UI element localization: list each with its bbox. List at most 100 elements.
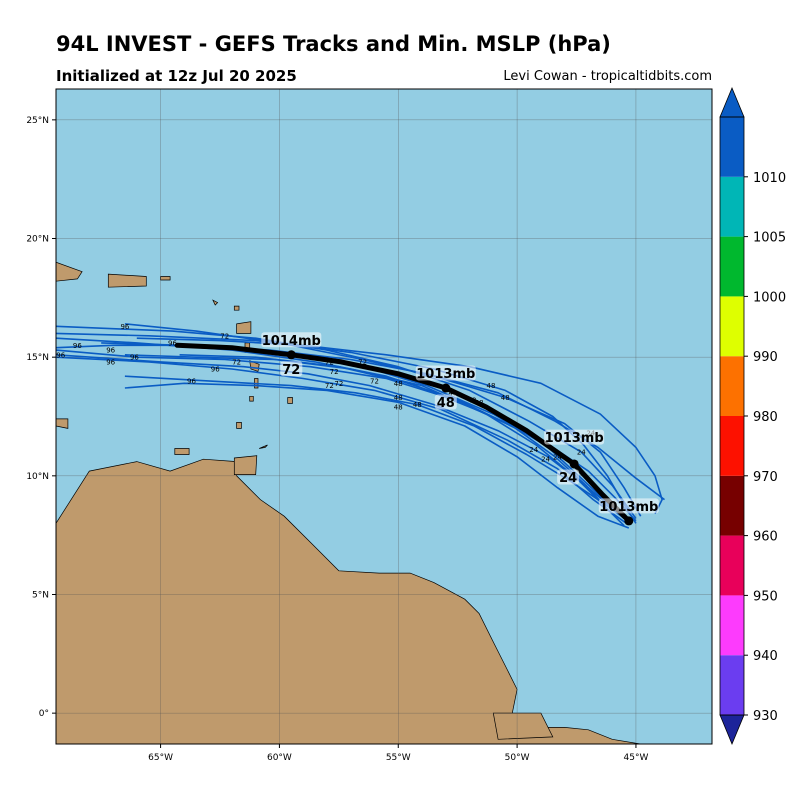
member-hour-label: 96 bbox=[106, 358, 115, 366]
member-hour-label: 72 bbox=[232, 358, 241, 366]
colorbar-segment bbox=[720, 655, 744, 715]
member-track-9 bbox=[56, 332, 637, 524]
hour-label-box bbox=[280, 361, 303, 377]
land-margarita bbox=[174, 448, 190, 455]
land-barbados bbox=[287, 397, 293, 404]
member-hour-label: 72 bbox=[358, 358, 367, 366]
colorbar-tick-label: 990 bbox=[753, 350, 778, 365]
pressure-colorbar: 930 940 950 960 970 980 990 1000 1005 1010 bbox=[719, 86, 786, 746]
init-time: Initialized at 12z Jul 20 2025 bbox=[56, 67, 297, 85]
mean-pressure-label: 1013mb bbox=[416, 367, 475, 382]
pressure-label-box bbox=[598, 498, 659, 514]
colorbar-segment bbox=[720, 356, 744, 416]
land-hispaniola bbox=[56, 261, 83, 282]
member-track-11 bbox=[124, 382, 630, 529]
lon-tick-label: 50°W bbox=[505, 753, 530, 763]
colorbar-under-arrow bbox=[719, 714, 745, 746]
colorbar-tick-label: 960 bbox=[753, 530, 778, 545]
lat-tick-label: 5°N bbox=[32, 590, 49, 600]
mean-pressure-label: 1013mb bbox=[545, 431, 604, 446]
colorbar-segment bbox=[720, 117, 744, 177]
member-hour-label: 72 bbox=[370, 377, 379, 385]
member-track-14 bbox=[124, 354, 613, 515]
member-hour-label: 48 bbox=[501, 394, 510, 402]
member-hour-label: 48 bbox=[394, 404, 403, 412]
hour-label-box bbox=[557, 469, 580, 485]
colorbar-tick-label: 950 bbox=[753, 589, 778, 604]
lon-tick-label: 60°W bbox=[267, 753, 292, 763]
mean-pressure-label: 1013mb bbox=[599, 500, 658, 515]
member-hour-label: 96 bbox=[106, 347, 115, 355]
member-hour-label: 24 bbox=[553, 453, 562, 461]
credit: Levi Cowan - tropicaltidbits.com bbox=[503, 69, 712, 84]
pressure-label-box bbox=[544, 429, 605, 445]
mean-track-marker bbox=[569, 459, 579, 469]
mean-track-marker bbox=[286, 350, 296, 360]
colorbar-tick-label: 970 bbox=[753, 470, 778, 485]
member-hour-label: 96 bbox=[73, 342, 82, 350]
member-track-7 bbox=[124, 375, 632, 524]
colorbar-tick-label: 980 bbox=[753, 410, 778, 425]
mean-hour-label: 24 bbox=[559, 471, 577, 486]
colorbar-tick-label: 1010 bbox=[753, 171, 786, 186]
hour-label-box bbox=[434, 394, 457, 410]
mean-track-marker bbox=[441, 383, 451, 393]
land-guadeloupe bbox=[236, 321, 252, 334]
land-puerto-rico bbox=[107, 273, 147, 288]
member-hour-label: 24 bbox=[529, 446, 538, 454]
lon-tick-label: 45°W bbox=[624, 753, 649, 763]
colorbar-tick-label: 940 bbox=[753, 649, 778, 664]
land-st-vincent bbox=[249, 395, 254, 402]
lon-tick-label: 55°W bbox=[386, 753, 411, 763]
lon-tick-label: 65°W bbox=[148, 753, 173, 763]
colorbar-segment bbox=[720, 475, 744, 536]
member-hour-label: 48 bbox=[394, 394, 403, 402]
member-hour-label: 24 bbox=[577, 449, 586, 457]
member-hour-label: 48 bbox=[413, 401, 422, 409]
pressure-label-box bbox=[261, 332, 322, 348]
land-antigua bbox=[233, 305, 240, 311]
colorbar-tick-label: 930 bbox=[753, 709, 778, 724]
member-hour-label: 48 bbox=[486, 382, 495, 390]
land-st-kitts bbox=[212, 299, 219, 306]
mean-hour-label: 72 bbox=[282, 363, 300, 378]
colorbar-segment bbox=[720, 416, 744, 476]
map-frame bbox=[55, 88, 713, 745]
land-trinidad bbox=[233, 455, 258, 475]
member-hour-label: 72 bbox=[325, 382, 334, 390]
colorbar-segment bbox=[720, 236, 744, 297]
member-hour-label: 48 bbox=[394, 380, 403, 388]
mean-pressure-label: 1014mb bbox=[262, 334, 321, 349]
mean-track-line bbox=[174, 342, 632, 524]
mean-hour-label: 48 bbox=[437, 396, 455, 411]
member-hour-label: 24 bbox=[541, 456, 550, 464]
member-hour-label: 96 bbox=[168, 339, 177, 347]
member-hour-label: 96 bbox=[56, 351, 65, 359]
member-hour-label: 72 bbox=[330, 368, 339, 376]
lat-tick-label: 25°N bbox=[26, 116, 49, 126]
member-hour-label: 96 bbox=[187, 377, 196, 385]
land-virgin-islands bbox=[160, 276, 171, 281]
lat-tick-label: 15°N bbox=[26, 353, 49, 363]
member-track-6 bbox=[124, 323, 642, 517]
chart-title: 94L INVEST - GEFS Tracks and Min. MSLP (… bbox=[56, 32, 611, 56]
colorbar-segment bbox=[720, 296, 744, 357]
member-hour-label: 96 bbox=[211, 366, 220, 374]
colorbar-segment bbox=[720, 595, 744, 656]
member-track-4 bbox=[56, 344, 623, 517]
member-hour-label: 72 bbox=[334, 380, 343, 388]
colorbar-tick-label: 1005 bbox=[753, 231, 786, 246]
colorbar-segment bbox=[720, 535, 744, 596]
member-hour-label: 72 bbox=[220, 332, 229, 340]
colorbar-tick-label: 1000 bbox=[753, 290, 786, 305]
member-hour-label: 96 bbox=[120, 323, 129, 331]
land-grenada bbox=[236, 422, 242, 429]
ensemble-mean-track: 1013mb 1013mb 24 1013mb 48 1014mb 72 bbox=[174, 332, 659, 526]
member-hour-label: 96 bbox=[130, 354, 139, 362]
land-curacao-aruba bbox=[56, 418, 69, 429]
map-axes: 65°W 60°W 55°W 50°W 45°W 0° 5°N 10°N 15°N 20°N 25°… bbox=[26, 116, 648, 763]
land-tobago bbox=[259, 444, 268, 449]
lat-tick-label: 20°N bbox=[26, 235, 49, 245]
